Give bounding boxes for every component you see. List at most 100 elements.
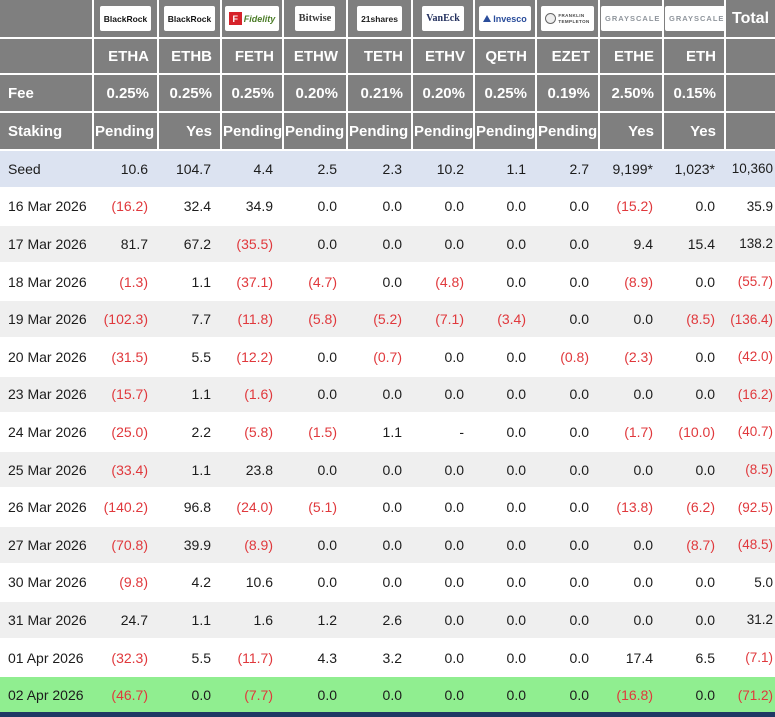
flow-value-cell: 0.0 [474, 638, 536, 678]
fee-value-cell: 0.15% [662, 73, 726, 113]
row-label: 19 Mar 2026 [0, 300, 93, 339]
flow-value-cell: 67.2 [158, 225, 221, 264]
flow-value-cell: 0.0 [474, 676, 536, 713]
row-label: 02 Apr 2026 [0, 676, 93, 713]
flow-value-cell: 34.9 [221, 187, 283, 227]
provider-brand-text: Bitwise [298, 13, 332, 24]
ticker-header-FETH: FETH [220, 37, 284, 75]
flow-value-cell: (4.7) [283, 262, 347, 302]
fee-value-cell: 0.25% [157, 73, 222, 113]
ticker-header-ETHE: ETHE [598, 37, 664, 75]
flow-value-cell: 0.0 [474, 375, 536, 415]
flow-value-cell: 0.0 [412, 488, 474, 527]
flow-value-cell: 0.0 [663, 676, 725, 713]
invesco-logo: Invesco [479, 6, 531, 31]
flow-value-cell: 5.5 [158, 638, 221, 678]
fee-value-cell: 0.25% [92, 73, 159, 113]
grayscale-1-logo: GRAYSCALE [601, 6, 661, 31]
flow-value-cell: - [412, 413, 474, 452]
flow-value-cell: 0.0 [412, 525, 474, 565]
staking-value-cell: Yes [598, 111, 664, 151]
ticker-header-EZET: EZET [535, 37, 600, 75]
flow-value-cell: (6.2) [663, 488, 725, 527]
staking-value-cell: Pending [535, 111, 600, 151]
flow-value-cell: 0.0 [412, 676, 474, 713]
flow-value-cell: (15.2) [599, 187, 663, 227]
flow-value-cell: (8.9) [221, 525, 283, 565]
flow-value-cell: (11.8) [221, 300, 283, 339]
provider-brand-text: BlackRock [167, 13, 212, 24]
flow-value-cell: 4.4 [221, 150, 283, 189]
flow-value-cell: 0.0 [536, 187, 599, 227]
flow-value-cell: (10.0) [663, 413, 725, 452]
provider-header-grayscale-2: GRAYSCALE [662, 0, 726, 39]
flow-value-cell: (7.7) [221, 676, 283, 713]
flow-value-cell: 0.0 [663, 450, 725, 490]
flow-value-cell: 0.0 [536, 601, 599, 640]
flow-value-cell: 96.8 [158, 488, 221, 527]
flow-value-cell: (33.4) [93, 450, 158, 490]
row-label: 20 Mar 2026 [0, 337, 93, 377]
flow-value-cell: 0.0 [347, 450, 412, 490]
flow-value-cell: 6.5 [663, 638, 725, 678]
flow-value-cell: (1.7) [599, 413, 663, 452]
flow-value-cell: 0.0 [474, 601, 536, 640]
total-value-cell: (71.2) [725, 676, 775, 713]
flow-value-cell: 0.0 [283, 375, 347, 415]
flow-value-cell: 0.0 [663, 563, 725, 603]
total-ticker-cell [724, 37, 775, 75]
flow-value-cell: 0.0 [663, 601, 725, 640]
row-label: 25 Mar 2026 [0, 450, 93, 490]
total-value-cell: 35.9 [725, 187, 775, 227]
table-row: 24 Mar 2026 (25.0) 2.2 (5.8) (1.5) 1.1-0.0 0.0… [0, 413, 775, 452]
flow-value-cell: (102.3) [93, 300, 158, 339]
flow-value-cell: 15.4 [663, 225, 725, 264]
flow-value-cell: (9.8) [93, 563, 158, 603]
flow-value-cell: (46.7) [93, 676, 158, 713]
total-value-cell: 5.0 [725, 563, 775, 603]
flow-value-cell: 0.0 [347, 676, 412, 713]
provider-header-fidelity: F Fidelity [220, 0, 284, 39]
flow-value-cell: 0.0 [158, 676, 221, 713]
flow-value-cell: 24.7 [93, 601, 158, 640]
flow-value-cell: (5.1) [283, 488, 347, 527]
flow-value-cell: 0.0 [474, 187, 536, 227]
flow-value-cell: 0.0 [474, 262, 536, 302]
table-row: 20 Mar 2026 (31.5) 5.5 (12.2) 0.0 (0.7) 0.0 0.0… [0, 337, 775, 377]
total-value-cell: (40.7) [725, 413, 775, 452]
fee-value-cell: 0.20% [411, 73, 475, 113]
total-value-cell: (92.5) [725, 488, 775, 527]
flow-value-cell: 0.0 [599, 300, 663, 339]
flow-value-cell: 23.8 [221, 450, 283, 490]
flow-value-cell: (140.2) [93, 488, 158, 527]
flow-value-cell: 9.4 [599, 225, 663, 264]
flow-value-cell: 0.0 [474, 563, 536, 603]
flow-value-cell: 4.2 [158, 563, 221, 603]
flow-value-cell: 1.1 [474, 150, 536, 189]
flow-value-cell: 0.0 [412, 225, 474, 264]
total-value-cell: (8.5) [725, 450, 775, 490]
flow-value-cell: 7.7 [158, 300, 221, 339]
ticker-header-row: ETHA ETHB FETH ETHW TETH ETHV QETH EZET ETHE ETH [0, 37, 775, 75]
flow-value-cell: 0.0 [347, 488, 412, 527]
table-row: 01 Apr 2026 (32.3) 5.5 (11.7) 4.3 3.2 0.0 0.0 0.… [0, 638, 775, 678]
total-value-cell: (136.4) [725, 300, 775, 339]
staking-value-cell: Pending [282, 111, 348, 151]
flow-value-cell: 1.6 [221, 601, 283, 640]
table-row: 31 Mar 2026 24.7 1.1 1.6 1.2 2.6 0.0 0.0 0.0 0.0 0… [0, 601, 775, 640]
flow-value-cell: 1.1 [158, 375, 221, 415]
fee-label: Fee [0, 73, 94, 113]
flow-value-cell: 0.0 [599, 375, 663, 415]
flow-value-cell: (8.7) [663, 525, 725, 565]
fee-total-cell [724, 73, 775, 113]
flow-value-cell: (8.9) [599, 262, 663, 302]
ticker-header-ETH: ETH [662, 37, 726, 75]
table-row: 18 Mar 2026 (1.3) 1.1 (37.1) (4.7) 0.0 (4.8) 0.… [0, 262, 775, 302]
logo-header-row: BlackRock BlackRock F Fidelity Bitwise 21shar… [0, 0, 775, 39]
flow-value-cell: (32.3) [93, 638, 158, 678]
flow-value-cell: 0.0 [599, 525, 663, 565]
table-row: 27 Mar 2026 (70.8) 39.9 (8.9) 0.0 0.0 0.0 0.0 0.… [0, 525, 775, 565]
row-label: 31 Mar 2026 [0, 601, 93, 640]
flow-value-cell: 0.0 [283, 225, 347, 264]
flow-value-cell: 2.2 [158, 413, 221, 452]
